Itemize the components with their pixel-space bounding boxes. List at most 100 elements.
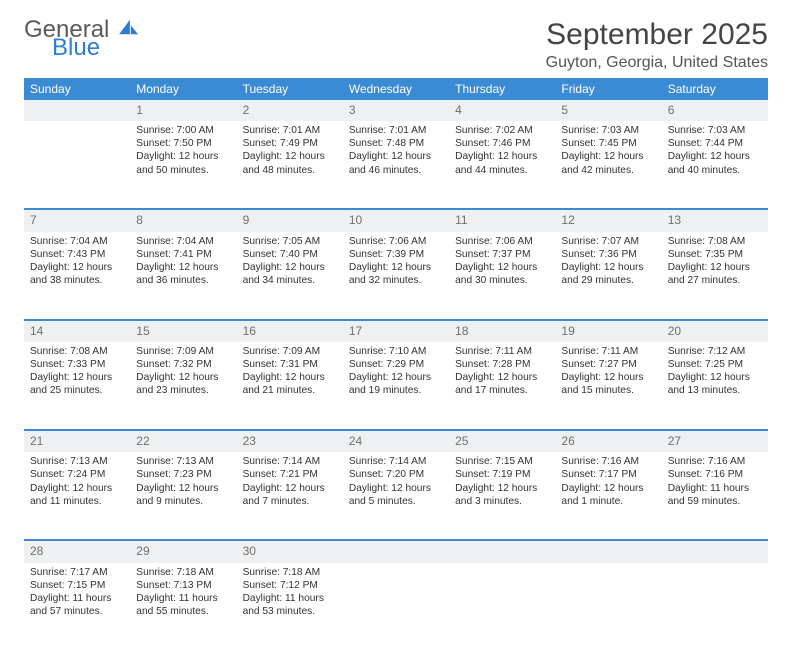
sunrise-line: Sunrise: 7:00 AM [136,124,230,137]
location: Guyton, Georgia, United States [546,54,768,72]
sunset-line: Sunset: 7:13 PM [136,579,230,592]
day-content-cell: Sunrise: 7:01 AMSunset: 7:49 PMDaylight:… [237,121,343,209]
day-content-cell: Sunrise: 7:15 AMSunset: 7:19 PMDaylight:… [449,452,555,540]
daylight-line: Daylight: 12 hours and 5 minutes. [349,482,443,508]
sunrise-line: Sunrise: 7:15 AM [455,455,549,468]
daylight-line: Daylight: 12 hours and 19 minutes. [349,371,443,397]
daylight-line: Daylight: 12 hours and 21 minutes. [243,371,337,397]
day-number-cell: 29 [130,540,236,562]
day-number-cell: 22 [130,430,236,452]
day-number-cell: 9 [237,209,343,231]
day-content-cell: Sunrise: 7:09 AMSunset: 7:32 PMDaylight:… [130,342,236,430]
day-content-cell: Sunrise: 7:18 AMSunset: 7:12 PMDaylight:… [237,563,343,651]
sunset-line: Sunset: 7:21 PM [243,468,337,481]
sunset-line: Sunset: 7:37 PM [455,248,549,261]
day-content-cell: Sunrise: 7:11 AMSunset: 7:27 PMDaylight:… [555,342,661,430]
sunrise-line: Sunrise: 7:18 AM [243,566,337,579]
day-number-cell: 26 [555,430,661,452]
logo-text-2: Blue [52,36,140,60]
daylight-line: Daylight: 12 hours and 17 minutes. [455,371,549,397]
sunrise-line: Sunrise: 7:13 AM [136,455,230,468]
sunset-line: Sunset: 7:32 PM [136,358,230,371]
sunrise-line: Sunrise: 7:09 AM [136,345,230,358]
sunset-line: Sunset: 7:17 PM [561,468,655,481]
daylight-line: Daylight: 12 hours and 42 minutes. [561,150,655,176]
sunrise-line: Sunrise: 7:08 AM [668,235,762,248]
sunrise-line: Sunrise: 7:14 AM [243,455,337,468]
day-content-cell: Sunrise: 7:07 AMSunset: 7:36 PMDaylight:… [555,232,661,320]
day-content-cell: Sunrise: 7:13 AMSunset: 7:23 PMDaylight:… [130,452,236,540]
daylight-line: Daylight: 12 hours and 25 minutes. [30,371,124,397]
day-content-cell: Sunrise: 7:04 AMSunset: 7:41 PMDaylight:… [130,232,236,320]
sunset-line: Sunset: 7:28 PM [455,358,549,371]
daylight-line: Daylight: 12 hours and 40 minutes. [668,150,762,176]
sunset-line: Sunset: 7:43 PM [30,248,124,261]
weekday-header: Friday [555,78,661,100]
day-content-cell [555,563,661,651]
weekday-header: Sunday [24,78,130,100]
day-number-cell: 2 [237,100,343,121]
sunrise-line: Sunrise: 7:18 AM [136,566,230,579]
sunset-line: Sunset: 7:25 PM [668,358,762,371]
sunset-line: Sunset: 7:23 PM [136,468,230,481]
sunset-line: Sunset: 7:39 PM [349,248,443,261]
title-block: September 2025 Guyton, Georgia, United S… [546,18,768,72]
day-content-cell: Sunrise: 7:10 AMSunset: 7:29 PMDaylight:… [343,342,449,430]
logo: General Blue [24,18,140,60]
day-content-cell: Sunrise: 7:13 AMSunset: 7:24 PMDaylight:… [24,452,130,540]
weekday-header: Saturday [662,78,768,100]
day-number-cell: 25 [449,430,555,452]
day-content-cell [449,563,555,651]
day-content-cell: Sunrise: 7:18 AMSunset: 7:13 PMDaylight:… [130,563,236,651]
daylight-line: Daylight: 11 hours and 55 minutes. [136,592,230,618]
day-number-cell: 20 [662,320,768,342]
sunset-line: Sunset: 7:33 PM [30,358,124,371]
daylight-line: Daylight: 12 hours and 29 minutes. [561,261,655,287]
day-content-cell: Sunrise: 7:14 AMSunset: 7:20 PMDaylight:… [343,452,449,540]
daylight-line: Daylight: 12 hours and 7 minutes. [243,482,337,508]
day-content-cell: Sunrise: 7:12 AMSunset: 7:25 PMDaylight:… [662,342,768,430]
day-number-cell: 7 [24,209,130,231]
day-content-cell: Sunrise: 7:06 AMSunset: 7:37 PMDaylight:… [449,232,555,320]
day-number-cell: 6 [662,100,768,121]
sunrise-line: Sunrise: 7:17 AM [30,566,124,579]
sunrise-line: Sunrise: 7:14 AM [349,455,443,468]
day-number-cell: 18 [449,320,555,342]
daylight-line: Daylight: 12 hours and 36 minutes. [136,261,230,287]
day-number-cell: 28 [24,540,130,562]
day-content-cell: Sunrise: 7:11 AMSunset: 7:28 PMDaylight:… [449,342,555,430]
sunrise-line: Sunrise: 7:03 AM [668,124,762,137]
daylight-line: Daylight: 11 hours and 53 minutes. [243,592,337,618]
day-content-cell: Sunrise: 7:03 AMSunset: 7:45 PMDaylight:… [555,121,661,209]
day-content-cell: Sunrise: 7:08 AMSunset: 7:35 PMDaylight:… [662,232,768,320]
daylight-line: Daylight: 12 hours and 46 minutes. [349,150,443,176]
sunset-line: Sunset: 7:24 PM [30,468,124,481]
day-number-cell: 15 [130,320,236,342]
sunrise-line: Sunrise: 7:08 AM [30,345,124,358]
daylight-line: Daylight: 12 hours and 1 minute. [561,482,655,508]
sunrise-line: Sunrise: 7:13 AM [30,455,124,468]
sunset-line: Sunset: 7:40 PM [243,248,337,261]
daylight-line: Daylight: 12 hours and 23 minutes. [136,371,230,397]
sunset-line: Sunset: 7:49 PM [243,137,337,150]
day-number-cell: 27 [662,430,768,452]
weekday-header-row: SundayMondayTuesdayWednesdayThursdayFrid… [24,78,768,100]
day-number-cell: 14 [24,320,130,342]
day-number-cell: 8 [130,209,236,231]
day-number-cell: 3 [343,100,449,121]
weekday-header: Wednesday [343,78,449,100]
sunrise-line: Sunrise: 7:11 AM [561,345,655,358]
daylight-line: Daylight: 12 hours and 50 minutes. [136,150,230,176]
weekday-header: Monday [130,78,236,100]
day-number-cell: 30 [237,540,343,562]
day-content-cell: Sunrise: 7:00 AMSunset: 7:50 PMDaylight:… [130,121,236,209]
daylight-line: Daylight: 12 hours and 38 minutes. [30,261,124,287]
sunset-line: Sunset: 7:19 PM [455,468,549,481]
day-content-row: Sunrise: 7:08 AMSunset: 7:33 PMDaylight:… [24,342,768,430]
sunset-line: Sunset: 7:29 PM [349,358,443,371]
sunrise-line: Sunrise: 7:10 AM [349,345,443,358]
day-number-row: 78910111213 [24,209,768,231]
header: General Blue September 2025 Guyton, Geor… [24,18,768,72]
day-number-cell: 24 [343,430,449,452]
day-content-cell: Sunrise: 7:01 AMSunset: 7:48 PMDaylight:… [343,121,449,209]
